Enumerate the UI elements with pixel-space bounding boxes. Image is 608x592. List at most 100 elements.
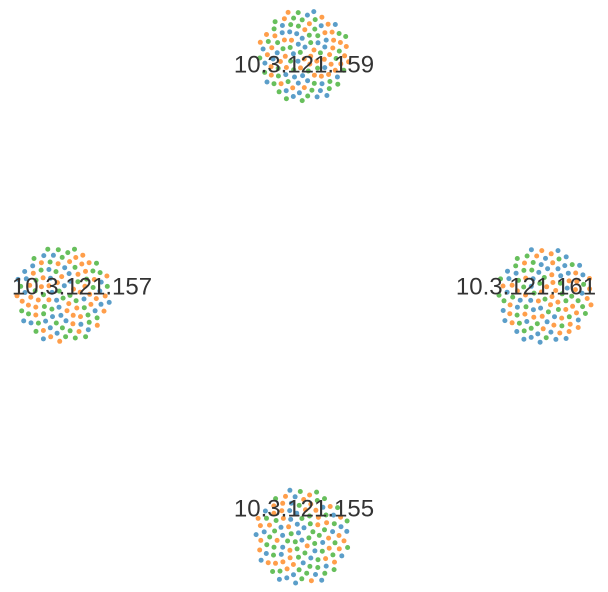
node-dot[interactable]	[555, 299, 561, 305]
node-dot[interactable]	[315, 65, 321, 71]
node-dot[interactable]	[292, 539, 298, 545]
node-dot[interactable]	[28, 294, 34, 300]
node-dot[interactable]	[54, 280, 60, 286]
node-dot[interactable]	[314, 94, 320, 100]
node-dot[interactable]	[500, 283, 506, 289]
node-dot[interactable]	[46, 283, 52, 289]
node-dot[interactable]	[296, 567, 302, 573]
node-dot[interactable]	[283, 96, 289, 102]
node-dot[interactable]	[510, 294, 516, 300]
node-dot[interactable]	[528, 325, 534, 331]
node-dot[interactable]	[287, 555, 293, 561]
node-dot[interactable]	[304, 12, 310, 18]
node-dot[interactable]	[534, 253, 540, 259]
node-dot[interactable]	[501, 298, 507, 304]
node-dot[interactable]	[18, 283, 24, 289]
node-dot[interactable]	[332, 540, 338, 546]
node-dot[interactable]	[323, 563, 329, 569]
node-dot[interactable]	[272, 19, 278, 25]
node-dot[interactable]	[564, 285, 570, 291]
node-dot[interactable]	[521, 328, 527, 334]
node-dot[interactable]	[257, 39, 263, 45]
node-dot[interactable]	[514, 312, 520, 318]
node-dot[interactable]	[555, 307, 561, 312]
node-dot[interactable]	[274, 50, 280, 56]
node-dot[interactable]	[90, 285, 96, 290]
node-dot[interactable]	[330, 552, 336, 558]
node-dot[interactable]	[283, 493, 288, 499]
node-dot[interactable]	[90, 268, 96, 274]
node-dot[interactable]	[40, 336, 46, 342]
node-dot[interactable]	[509, 320, 515, 326]
node-dot[interactable]	[264, 52, 270, 58]
node-dot[interactable]	[94, 322, 100, 328]
node-dot[interactable]	[327, 504, 333, 509]
node-dot[interactable]	[299, 35, 305, 41]
node-dot[interactable]	[285, 9, 291, 15]
node-dot[interactable]	[295, 41, 301, 47]
node-dot[interactable]	[569, 293, 575, 299]
node-dot[interactable]	[322, 570, 328, 576]
node-dot[interactable]	[344, 518, 350, 524]
node-dot[interactable]	[548, 329, 554, 335]
node-dot[interactable]	[326, 545, 332, 551]
node-dot[interactable]	[14, 293, 20, 299]
node-dot[interactable]	[535, 298, 541, 304]
node-dot[interactable]	[588, 302, 594, 308]
node-dot[interactable]	[307, 513, 312, 519]
node-dot[interactable]	[306, 32, 312, 38]
node-dot[interactable]	[507, 302, 513, 308]
node-dot[interactable]	[275, 73, 281, 79]
node-dot[interactable]	[537, 339, 543, 345]
node-dot[interactable]	[543, 335, 549, 341]
node-dot[interactable]	[289, 37, 294, 43]
node-dot[interactable]	[47, 259, 53, 265]
node-dot[interactable]	[514, 288, 520, 294]
node-dot[interactable]	[337, 40, 343, 45]
node-dot[interactable]	[301, 56, 307, 62]
node-dot[interactable]	[299, 576, 305, 582]
node-dot[interactable]	[291, 572, 296, 578]
node-dot[interactable]	[331, 521, 337, 527]
node-dot[interactable]	[270, 56, 276, 62]
node-dot[interactable]	[288, 22, 294, 28]
node-dot[interactable]	[534, 321, 540, 327]
node-dot[interactable]	[335, 81, 341, 87]
node-dot[interactable]	[292, 494, 298, 500]
node-dot[interactable]	[307, 61, 313, 67]
node-dot[interactable]	[287, 508, 293, 514]
node-dot[interactable]	[59, 274, 65, 280]
node-dot[interactable]	[528, 334, 534, 340]
node-dot[interactable]	[49, 289, 55, 295]
node-dot[interactable]	[283, 72, 289, 78]
node-dot[interactable]	[292, 74, 297, 80]
node-dot[interactable]	[295, 23, 301, 29]
node-dot[interactable]	[276, 576, 282, 582]
node-dot[interactable]	[566, 314, 572, 320]
node-dot[interactable]	[307, 521, 313, 527]
node-dot[interactable]	[557, 330, 563, 336]
node-dot[interactable]	[271, 503, 277, 509]
node-dot[interactable]	[48, 334, 54, 340]
node-dot[interactable]	[33, 277, 39, 283]
node-dot[interactable]	[300, 73, 306, 79]
node-dot[interactable]	[315, 565, 321, 570]
node-dot[interactable]	[293, 580, 299, 586]
node-dot[interactable]	[521, 336, 527, 342]
node-dot[interactable]	[277, 568, 283, 574]
node-dot[interactable]	[72, 264, 78, 270]
node-dot[interactable]	[31, 256, 37, 261]
node-dot[interactable]	[308, 40, 314, 46]
node-dot[interactable]	[315, 514, 321, 520]
node-dot[interactable]	[336, 533, 342, 538]
node-dot[interactable]	[301, 525, 307, 531]
node-dot[interactable]	[279, 508, 285, 514]
node-dot[interactable]	[579, 290, 585, 296]
node-dot[interactable]	[559, 323, 565, 329]
node-dot[interactable]	[50, 252, 56, 258]
node-dot[interactable]	[33, 312, 39, 318]
node-dot[interactable]	[91, 277, 97, 282]
node-dot[interactable]	[94, 260, 99, 266]
node-dot[interactable]	[543, 255, 548, 261]
node-dot[interactable]	[298, 65, 303, 71]
